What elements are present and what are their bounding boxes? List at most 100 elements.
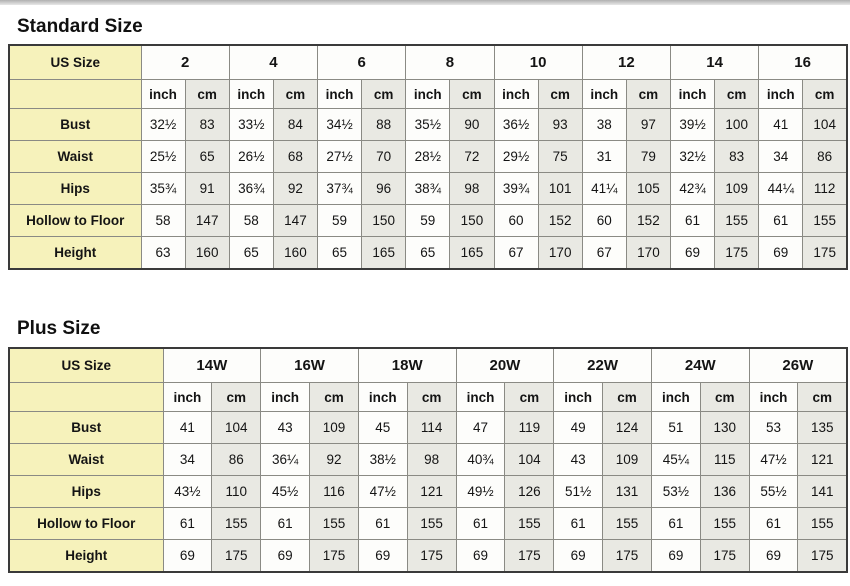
top-edge-strip [0, 0, 850, 5]
measurement-value-cm: 155 [714, 204, 760, 237]
measurement-value-inch: 39¾ [493, 172, 539, 205]
measurement-value-inch: 55½ [748, 475, 799, 508]
unit-header-inch: inch [650, 382, 701, 412]
measurement-value-cm: 147 [272, 204, 319, 237]
measurement-value-inch: 58 [140, 204, 186, 237]
row-label-cell: Waist [8, 443, 164, 476]
row-label-cell: Waist [8, 140, 142, 173]
measurement-value-cm: 121 [406, 475, 457, 508]
measurement-value-cm: 86 [802, 140, 848, 173]
measurement-value-cm: 152 [625, 204, 672, 237]
size-column-header: 22W [553, 347, 652, 383]
size-column-header: 6 [316, 44, 407, 80]
measurement-value-inch: 45 [357, 411, 408, 444]
measurement-value-cm: 165 [449, 236, 495, 270]
size-column-header: 18W [357, 347, 457, 383]
row-label-cell: Hips [8, 172, 142, 205]
measurement-value-inch: 43½ [162, 475, 213, 508]
measurement-value-cm: 141 [797, 475, 848, 508]
measurement-value-cm: 92 [272, 172, 319, 205]
row-label-cell: Hollow to Floor [8, 204, 142, 237]
measurement-value-cm: 70 [361, 140, 407, 173]
units-row-spacer-cell [8, 79, 142, 109]
measurement-value-inch: 61 [748, 507, 799, 540]
measurement-value-inch: 69 [455, 539, 506, 573]
measurement-value-inch: 61 [758, 204, 804, 237]
measurement-value-cm: 68 [272, 140, 319, 173]
unit-header-cm: cm [602, 382, 652, 412]
measurement-value-inch: 41¼ [581, 172, 627, 205]
measurement-value-inch: 61 [357, 507, 408, 540]
measurement-row: Waist 25½ 65 26½ 68 27½ 70 28½ 72 29½ 75 31 79 32½ 83 3… [8, 140, 848, 173]
measurement-value-inch: 38¾ [405, 172, 451, 205]
us-size-header-cell: US Size [8, 44, 142, 80]
measurement-value-cm: 86 [211, 443, 262, 476]
measurement-value-cm: 155 [699, 507, 750, 540]
measurement-value-inch: 69 [650, 539, 701, 573]
measurement-value-cm: 175 [714, 236, 760, 270]
measurement-value-inch: 36¾ [228, 172, 274, 205]
standard-size-title: Standard Size [17, 16, 143, 37]
unit-header-inch: inch [455, 382, 506, 412]
measurement-value-cm: 155 [309, 507, 359, 540]
unit-header-cm: cm [802, 79, 848, 109]
measurement-value-cm: 121 [797, 443, 848, 476]
measurement-value-cm: 130 [699, 411, 750, 444]
measurement-value-inch: 33½ [228, 108, 274, 141]
measurement-value-cm: 72 [449, 140, 495, 173]
measurement-value-inch: 69 [357, 539, 408, 573]
measurement-row: Bust 32½ 83 33½ 84 34½ 88 35½ 90 36½ 93 38 97 39½ 100 4… [8, 108, 848, 141]
size-column-header: 2 [140, 44, 230, 80]
measurement-value-cm: 119 [504, 411, 555, 444]
measurement-value-inch: 38 [581, 108, 627, 141]
measurement-value-cm: 65 [184, 140, 230, 173]
measurement-value-inch: 36¼ [260, 443, 311, 476]
measurement-value-inch: 47 [455, 411, 506, 444]
measurement-value-inch: 45½ [260, 475, 311, 508]
size-column-header: 8 [405, 44, 495, 80]
measurement-value-cm: 109 [602, 443, 652, 476]
measurement-value-inch: 61 [162, 507, 213, 540]
measurement-row: Waist 34 86 36¼ 92 38½ 98 40¾ 104 43 109 45¼ 115 47½ 1… [8, 443, 848, 476]
measurement-value-cm: 175 [504, 539, 555, 573]
unit-header-inch: inch [162, 382, 213, 412]
units-row-spacer-cell [8, 382, 164, 412]
unit-header-cm: cm [714, 79, 760, 109]
measurement-value-cm: 109 [309, 411, 359, 444]
measurement-value-cm: 104 [504, 443, 555, 476]
measurement-value-inch: 60 [493, 204, 539, 237]
measurement-value-inch: 41 [162, 411, 213, 444]
measurement-value-cm: 90 [449, 108, 495, 141]
measurement-value-inch: 43 [260, 411, 311, 444]
measurement-value-cm: 98 [406, 443, 457, 476]
measurement-value-cm: 155 [406, 507, 457, 540]
unit-header-cm: cm [699, 382, 750, 412]
unit-header-cm: cm [625, 79, 672, 109]
unit-header-inch: inch [405, 79, 451, 109]
measurement-value-inch: 35¾ [140, 172, 186, 205]
measurement-value-inch: 65 [405, 236, 451, 270]
measurement-value-cm: 147 [184, 204, 230, 237]
measurement-value-inch: 49 [553, 411, 604, 444]
row-label-cell: Hollow to Floor [8, 507, 164, 540]
measurement-value-cm: 175 [406, 539, 457, 573]
measurement-value-inch: 65 [316, 236, 363, 270]
unit-header-inch: inch [316, 79, 363, 109]
measurement-value-cm: 175 [602, 539, 652, 573]
unit-header-cm: cm [406, 382, 457, 412]
measurement-value-inch: 34 [758, 140, 804, 173]
measurement-value-inch: 32½ [669, 140, 716, 173]
measurement-value-cm: 175 [211, 539, 262, 573]
measurement-value-cm: 104 [211, 411, 262, 444]
measurement-value-inch: 40¾ [455, 443, 506, 476]
measurement-value-cm: 98 [449, 172, 495, 205]
unit-header-inch: inch [140, 79, 186, 109]
measurement-value-inch: 59 [405, 204, 451, 237]
measurement-value-cm: 160 [184, 236, 230, 270]
measurement-value-cm: 104 [802, 108, 848, 141]
measurement-value-cm: 92 [309, 443, 359, 476]
unit-header-inch: inch [669, 79, 716, 109]
measurement-row: Height 63 160 65 160 65 165 65 165 67 170 67 170 69 17… [8, 236, 848, 270]
row-label-cell: Hips [8, 475, 164, 508]
